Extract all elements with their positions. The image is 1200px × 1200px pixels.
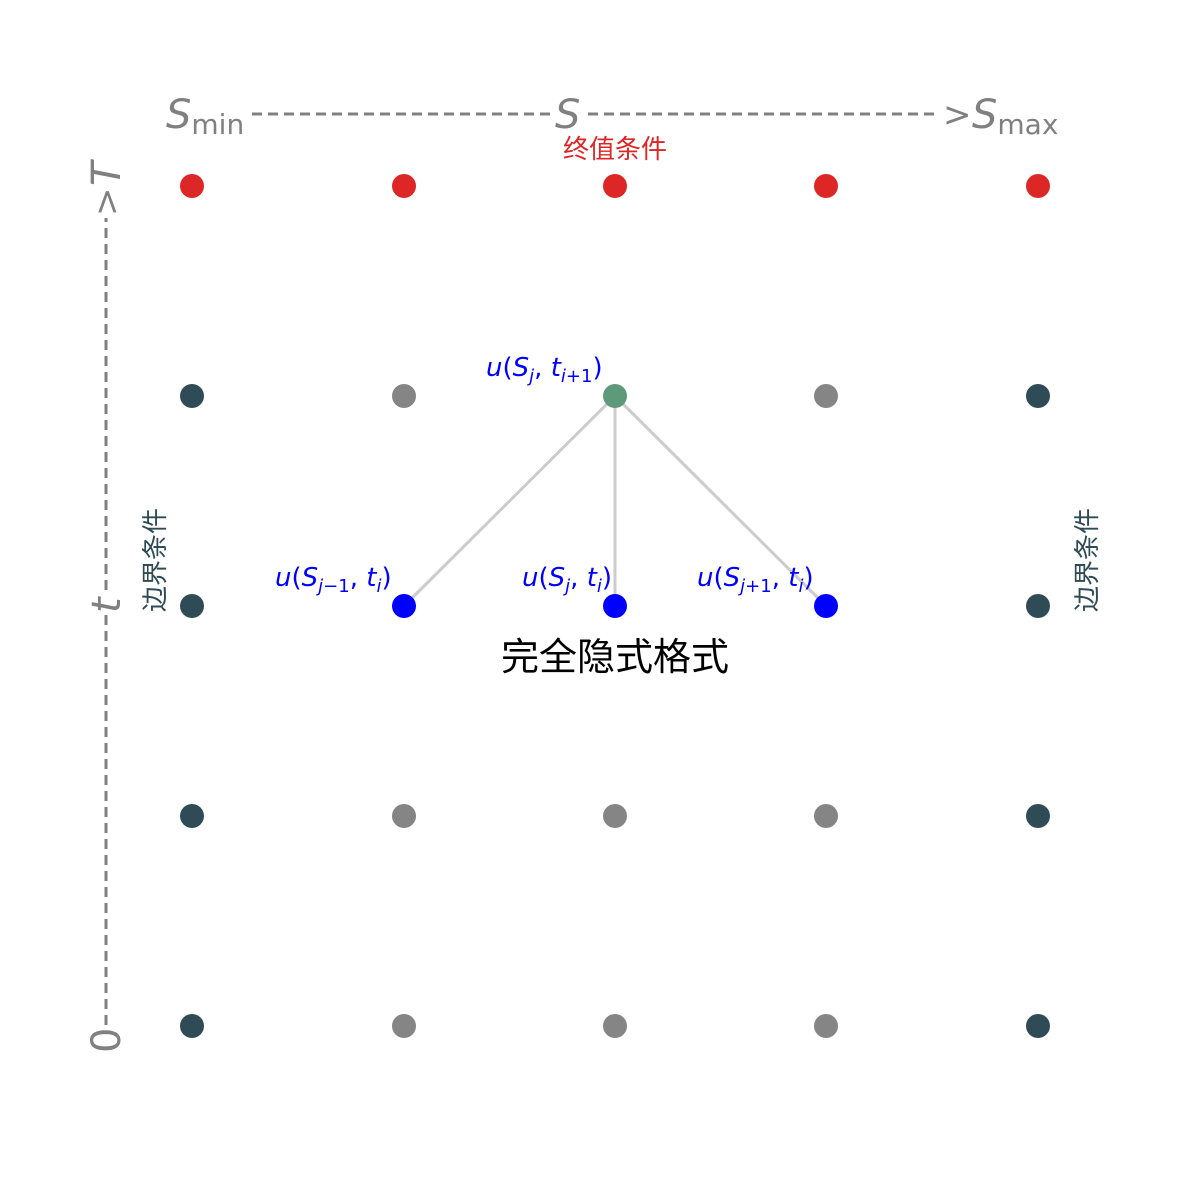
grid-point-boundary-r1-c0 xyxy=(180,384,204,408)
grid-points xyxy=(180,174,1050,1038)
grid-point-boundary-r4-c0 xyxy=(180,1014,204,1038)
stencil-label-center: u(Sj, ti) xyxy=(522,563,612,597)
s-min-sub: min xyxy=(191,108,244,141)
grid-point-boundary-r3-c4 xyxy=(1026,804,1050,828)
t-axis: 0 t > T xyxy=(84,158,130,1053)
grid-point-boundary-r3-c0 xyxy=(180,804,204,828)
t-axis-middle-label: t xyxy=(84,596,130,613)
grid-point-terminal-r0-c2 xyxy=(603,174,627,198)
stencil-label-top: u(Sj, ti+1) xyxy=(486,353,603,387)
grid-point-interior-r3-c2 xyxy=(603,804,627,828)
grid-point-boundary-r1-c4 xyxy=(1026,384,1050,408)
boundary-right-label: 边界条件 xyxy=(1073,508,1103,612)
s-axis-max-label: Smax xyxy=(972,92,1058,141)
stencil-labels: u(Sj, ti+1) u(Sj−1, ti) u(Sj, ti) u(Sj+1… xyxy=(275,353,814,597)
terminal-condition-label: 终值条件 xyxy=(563,135,667,165)
grid-point-interior-r3-c3 xyxy=(814,804,838,828)
s-max-main: S xyxy=(972,92,997,138)
s-min-main: S xyxy=(166,92,191,138)
grid-point-interior-r1-c3 xyxy=(814,384,838,408)
grid-point-terminal-r0-c4 xyxy=(1026,174,1050,198)
grid-point-stencil-bottom-r2-c3 xyxy=(814,594,838,618)
t-axis-top-label: T xyxy=(84,158,130,186)
grid-point-stencil-top-r1-c2 xyxy=(603,384,627,408)
grid-point-stencil-bottom-r2-c1 xyxy=(392,594,416,618)
stencil-line-left xyxy=(402,394,617,608)
stencil-label-left: u(Sj−1, ti) xyxy=(275,563,392,597)
grid-point-terminal-r0-c1 xyxy=(392,174,416,198)
grid-point-boundary-r2-c0 xyxy=(180,594,204,618)
s-axis-arrow: > xyxy=(943,95,972,135)
s-axis-min-label: Smin xyxy=(166,92,244,141)
stencil-connectors xyxy=(402,394,828,608)
grid-point-boundary-r4-c4 xyxy=(1026,1014,1050,1038)
grid-point-terminal-r0-c0 xyxy=(180,174,204,198)
grid-point-boundary-r2-c4 xyxy=(1026,594,1050,618)
boundary-left-label: 边界条件 xyxy=(141,508,171,612)
grid-point-interior-r1-c1 xyxy=(392,384,416,408)
t-axis-zero-label: 0 xyxy=(84,1028,130,1053)
t-axis-arrow: > xyxy=(87,188,127,217)
s-axis-middle-label: S xyxy=(555,92,580,138)
s-axis: Smin S > Smax xyxy=(166,92,1058,141)
grid-point-interior-r4-c1 xyxy=(392,1014,416,1038)
grid-point-interior-r4-c3 xyxy=(814,1014,838,1038)
grid-point-interior-r4-c2 xyxy=(603,1014,627,1038)
s-max-sub: max xyxy=(997,108,1058,141)
scheme-title: 完全隐式格式 xyxy=(501,635,729,679)
grid-point-interior-r3-c1 xyxy=(392,804,416,828)
stencil-label-right: u(Sj+1, ti) xyxy=(697,563,814,597)
stencil-line-right xyxy=(613,394,828,608)
grid-point-stencil-bottom-r2-c2 xyxy=(603,594,627,618)
grid-point-terminal-r0-c3 xyxy=(814,174,838,198)
